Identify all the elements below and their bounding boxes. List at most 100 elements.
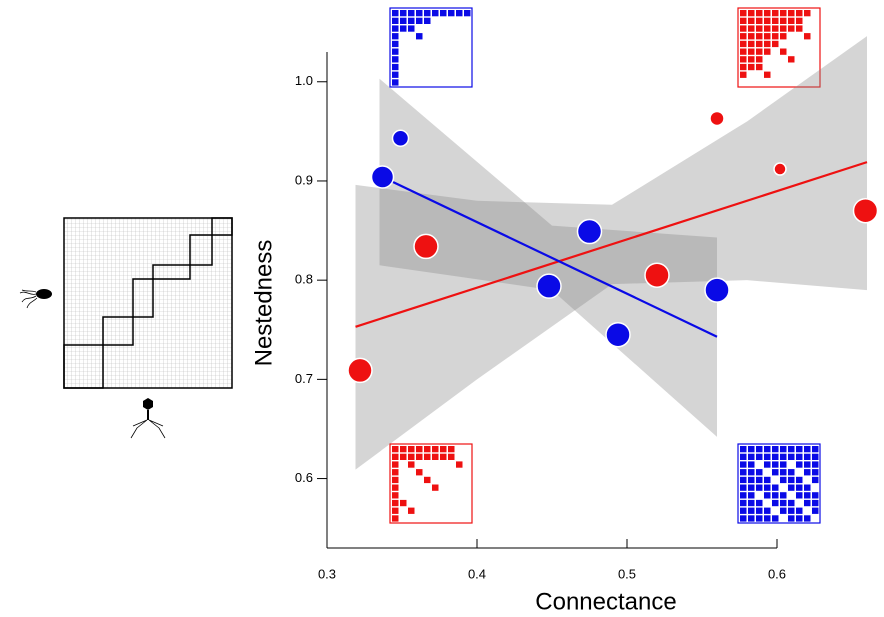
point	[773, 162, 787, 176]
inset-cell	[788, 25, 795, 32]
y-tick-label: 0.8	[295, 272, 313, 287]
inset-cell	[392, 484, 399, 491]
inset-cell	[804, 515, 811, 522]
inset-cell	[764, 40, 771, 48]
inset-cell	[448, 446, 455, 453]
inset-cell	[424, 17, 431, 24]
inset-cell	[416, 10, 423, 17]
inset-cell	[748, 48, 755, 55]
inset-cell	[424, 10, 431, 17]
inset-cell	[440, 446, 447, 453]
x-tick-label: 0.6	[768, 566, 786, 581]
inset-cell	[748, 40, 755, 48]
inset-cell	[804, 461, 811, 468]
inset-cell	[772, 33, 779, 40]
inset-cell	[780, 33, 787, 40]
inset-cell	[788, 446, 795, 453]
inset-cell	[780, 476, 787, 484]
inset-cell	[756, 33, 763, 40]
inset-cell	[788, 469, 795, 476]
inset-cell	[400, 446, 407, 453]
point	[413, 233, 439, 260]
x-tick-label: 0.3	[318, 566, 336, 581]
point	[704, 277, 730, 303]
inset-cell	[748, 469, 755, 476]
inset-cell	[756, 499, 763, 507]
inset-cell	[392, 476, 399, 484]
inset-cell	[772, 17, 779, 24]
inset-cell	[756, 40, 763, 48]
inset-frame	[389, 443, 473, 524]
inset-cell	[772, 492, 779, 499]
inset-cell	[812, 492, 819, 499]
inset-cell	[432, 484, 439, 491]
inset-cell	[432, 446, 439, 453]
inset-cell	[748, 515, 755, 522]
inset-cell	[392, 515, 399, 522]
inset-cell	[440, 453, 447, 460]
inset-cell	[812, 446, 819, 453]
inset-cell	[740, 17, 747, 24]
inset-cell	[416, 453, 423, 460]
inset-cell	[772, 484, 779, 491]
inset-cell	[748, 10, 755, 17]
inset-cell	[796, 10, 803, 17]
inset-cell	[756, 476, 763, 484]
inset-cell	[796, 17, 803, 24]
inset-cell	[740, 515, 747, 522]
matrix-diagram	[19, 217, 233, 439]
inset-cell	[440, 10, 447, 17]
confidence-band	[379, 78, 717, 437]
inset-cell	[740, 476, 747, 484]
inset-cell	[392, 48, 399, 55]
inset-cell	[780, 469, 787, 476]
inset-cell	[804, 33, 811, 40]
x-tick-label: 0.5	[618, 566, 636, 581]
inset-cell	[408, 446, 415, 453]
inset-cell	[756, 515, 763, 522]
x-axis-label: Connectance	[535, 588, 676, 615]
inset-cell	[764, 461, 771, 468]
inset-cell	[756, 446, 763, 453]
inset-cell	[748, 56, 755, 63]
matrix-insets	[389, 7, 821, 524]
inset-cell	[740, 25, 747, 32]
fit-line	[355, 161, 868, 328]
inset-cell	[772, 499, 779, 507]
inset-cell	[416, 33, 423, 40]
inset-cell	[400, 10, 407, 17]
inset-cell	[392, 56, 399, 63]
inset-cell	[772, 469, 779, 476]
inset-cell	[740, 56, 747, 63]
inset-cell	[756, 484, 763, 491]
confidence-band	[355, 36, 867, 470]
inset-cell	[780, 17, 787, 24]
point	[644, 262, 670, 288]
inset-cell	[392, 499, 399, 507]
inset-cell	[740, 499, 747, 507]
inset-cell	[392, 33, 399, 40]
point	[576, 218, 603, 245]
inset-cell	[772, 515, 779, 522]
inset-cell	[424, 453, 431, 460]
inset-cell	[740, 48, 747, 55]
inset-cell	[408, 461, 415, 468]
inset-cell	[408, 453, 415, 460]
inset-cell	[764, 507, 771, 514]
inset-cell	[740, 507, 747, 514]
inset-cell	[764, 33, 771, 40]
inset-cell	[796, 453, 803, 460]
inset-cell	[748, 446, 755, 453]
inset-cell	[408, 507, 415, 514]
inset-cell	[764, 492, 771, 499]
point	[605, 321, 631, 348]
y-tick-label: 1.0	[295, 73, 313, 88]
inset-cell	[392, 25, 399, 32]
inset-cell	[740, 446, 747, 453]
inset-cell	[756, 56, 763, 63]
inset-cell	[748, 461, 755, 468]
inset-cell	[740, 469, 747, 476]
inset-cell	[748, 25, 755, 32]
inset-cell	[772, 40, 779, 48]
